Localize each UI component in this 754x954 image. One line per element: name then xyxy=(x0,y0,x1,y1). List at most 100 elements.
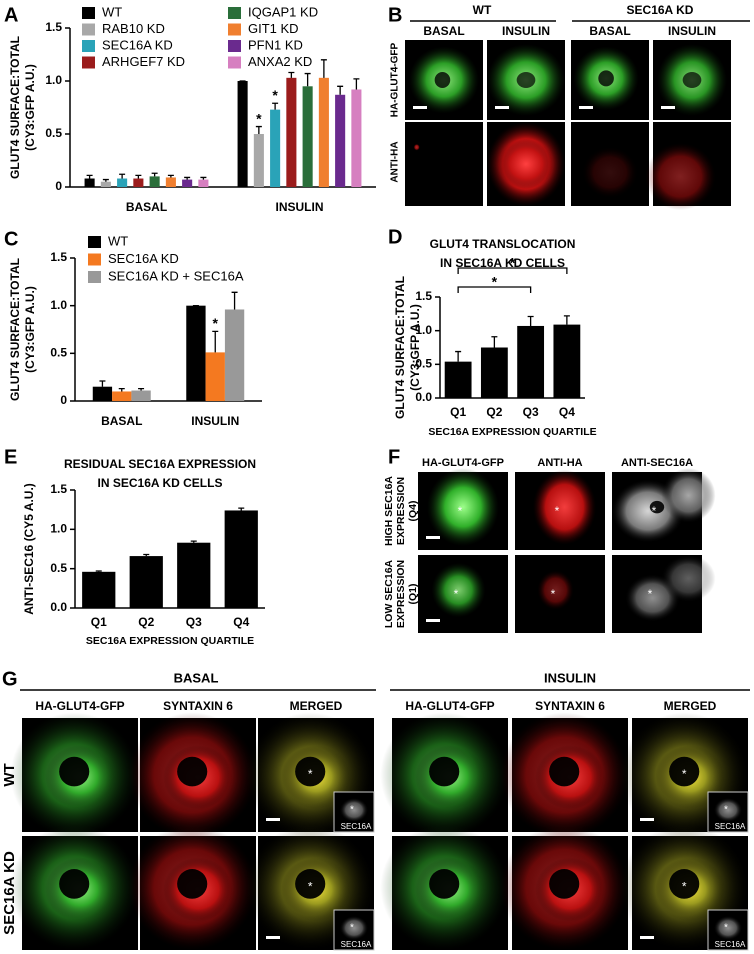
marker: * xyxy=(350,923,354,934)
bar xyxy=(253,134,264,187)
marker: * xyxy=(458,504,463,518)
group-label: INSULIN xyxy=(544,670,596,685)
column-label: INSULIN xyxy=(668,24,716,38)
scale-bar xyxy=(413,106,427,109)
error-bar xyxy=(491,336,498,348)
nucleus xyxy=(429,756,460,787)
x-tick-label: Q3 xyxy=(186,615,202,629)
cell xyxy=(661,555,716,602)
error-bar xyxy=(99,380,106,387)
error-bar xyxy=(527,315,534,326)
error-bar xyxy=(138,387,145,391)
inset-label: SEC16A xyxy=(341,822,372,831)
legend-swatch xyxy=(228,56,241,69)
cell xyxy=(714,798,742,822)
y-axis-label: (CY3:GFP A.U.) xyxy=(23,64,37,151)
legend-label: SEC16A KD xyxy=(102,37,173,52)
bar xyxy=(444,361,472,398)
x-axis-label: SEC16A EXPRESSION QUARTILE xyxy=(86,635,254,647)
error-bar xyxy=(353,78,360,90)
y-tick-label: 1.0 xyxy=(45,73,62,87)
bar xyxy=(177,542,211,608)
x-tick-label: Q3 xyxy=(523,405,539,419)
nucleus xyxy=(177,869,208,899)
column-label: HA-GLUT4-GFP xyxy=(405,699,494,713)
bar xyxy=(553,324,581,398)
annotation: * xyxy=(510,255,516,271)
x-tick-label: Q1 xyxy=(91,615,107,629)
legend-swatch xyxy=(88,253,101,266)
error-bar xyxy=(167,174,174,178)
bar xyxy=(198,179,209,187)
error-bar xyxy=(337,85,344,95)
bar xyxy=(82,571,116,608)
legend-label: IQGAP1 KD xyxy=(248,4,318,19)
cell xyxy=(582,147,638,198)
marker: * xyxy=(724,923,728,934)
inset-label: SEC16A xyxy=(715,822,746,831)
bar xyxy=(224,510,258,608)
y-tick-label: 1.5 xyxy=(50,250,67,264)
bar xyxy=(117,178,128,187)
column-label: INSULIN xyxy=(502,24,550,38)
legend-label: SEC16A KD xyxy=(108,251,179,266)
chart-title: IN SEC16A KD CELLS xyxy=(440,256,565,270)
scale-bar xyxy=(640,818,654,821)
marker: * xyxy=(682,767,687,781)
bar xyxy=(351,89,362,187)
annotation: * xyxy=(213,315,219,331)
bar xyxy=(237,81,248,187)
legend-label: GIT1 KD xyxy=(248,21,299,36)
bar xyxy=(84,178,95,187)
bracket xyxy=(457,267,568,274)
bar xyxy=(302,86,313,187)
nucleus xyxy=(429,869,460,899)
bar xyxy=(517,325,545,398)
cell xyxy=(661,468,716,523)
panel-label: E xyxy=(4,446,17,468)
legend-swatch xyxy=(82,40,95,52)
marker: * xyxy=(555,504,560,518)
column-label: HA-GLUT4-GFP xyxy=(35,699,124,713)
error-bar xyxy=(200,176,207,180)
error-bar xyxy=(95,570,102,572)
nucleus xyxy=(59,869,90,899)
bar xyxy=(480,347,508,398)
marker: * xyxy=(350,805,354,816)
y-tick-label: 0.5 xyxy=(50,346,67,360)
bar xyxy=(335,94,346,187)
y-tick-label: 1.5 xyxy=(45,20,62,34)
cell xyxy=(533,469,596,545)
legend-swatch xyxy=(82,7,95,19)
y-tick-label: 1.0 xyxy=(50,522,67,536)
error-bar xyxy=(118,387,125,392)
row-label: HIGH SEC16A xyxy=(383,476,395,546)
annotation: * xyxy=(256,110,262,126)
cell xyxy=(340,798,368,822)
error-bar xyxy=(86,174,93,179)
scale-bar xyxy=(426,619,440,622)
scale-bar xyxy=(579,106,593,109)
y-tick-label: 1.0 xyxy=(50,298,67,312)
x-tick-label: Q2 xyxy=(486,405,502,419)
column-label: SYNTAXIN 6 xyxy=(163,699,233,713)
nucleus xyxy=(177,756,208,787)
annotation: * xyxy=(272,87,278,103)
legend-swatch xyxy=(88,236,101,248)
inset-label: SEC16A xyxy=(715,940,746,949)
nucleus xyxy=(295,756,326,787)
group-label: BASAL xyxy=(174,670,219,685)
bar xyxy=(131,390,151,401)
bar xyxy=(165,177,176,187)
micrograph xyxy=(405,122,483,206)
cell xyxy=(413,143,420,151)
row-label: (Q4) xyxy=(407,501,419,522)
legend-swatch xyxy=(82,56,95,69)
x-axis-label: SEC16A EXPRESSION QUARTILE xyxy=(428,426,596,438)
legend-label: WT xyxy=(108,233,128,248)
x-tick-label: INSULIN xyxy=(276,200,324,214)
group-label: SEC16A KD xyxy=(627,3,694,17)
scale-bar xyxy=(266,936,280,939)
